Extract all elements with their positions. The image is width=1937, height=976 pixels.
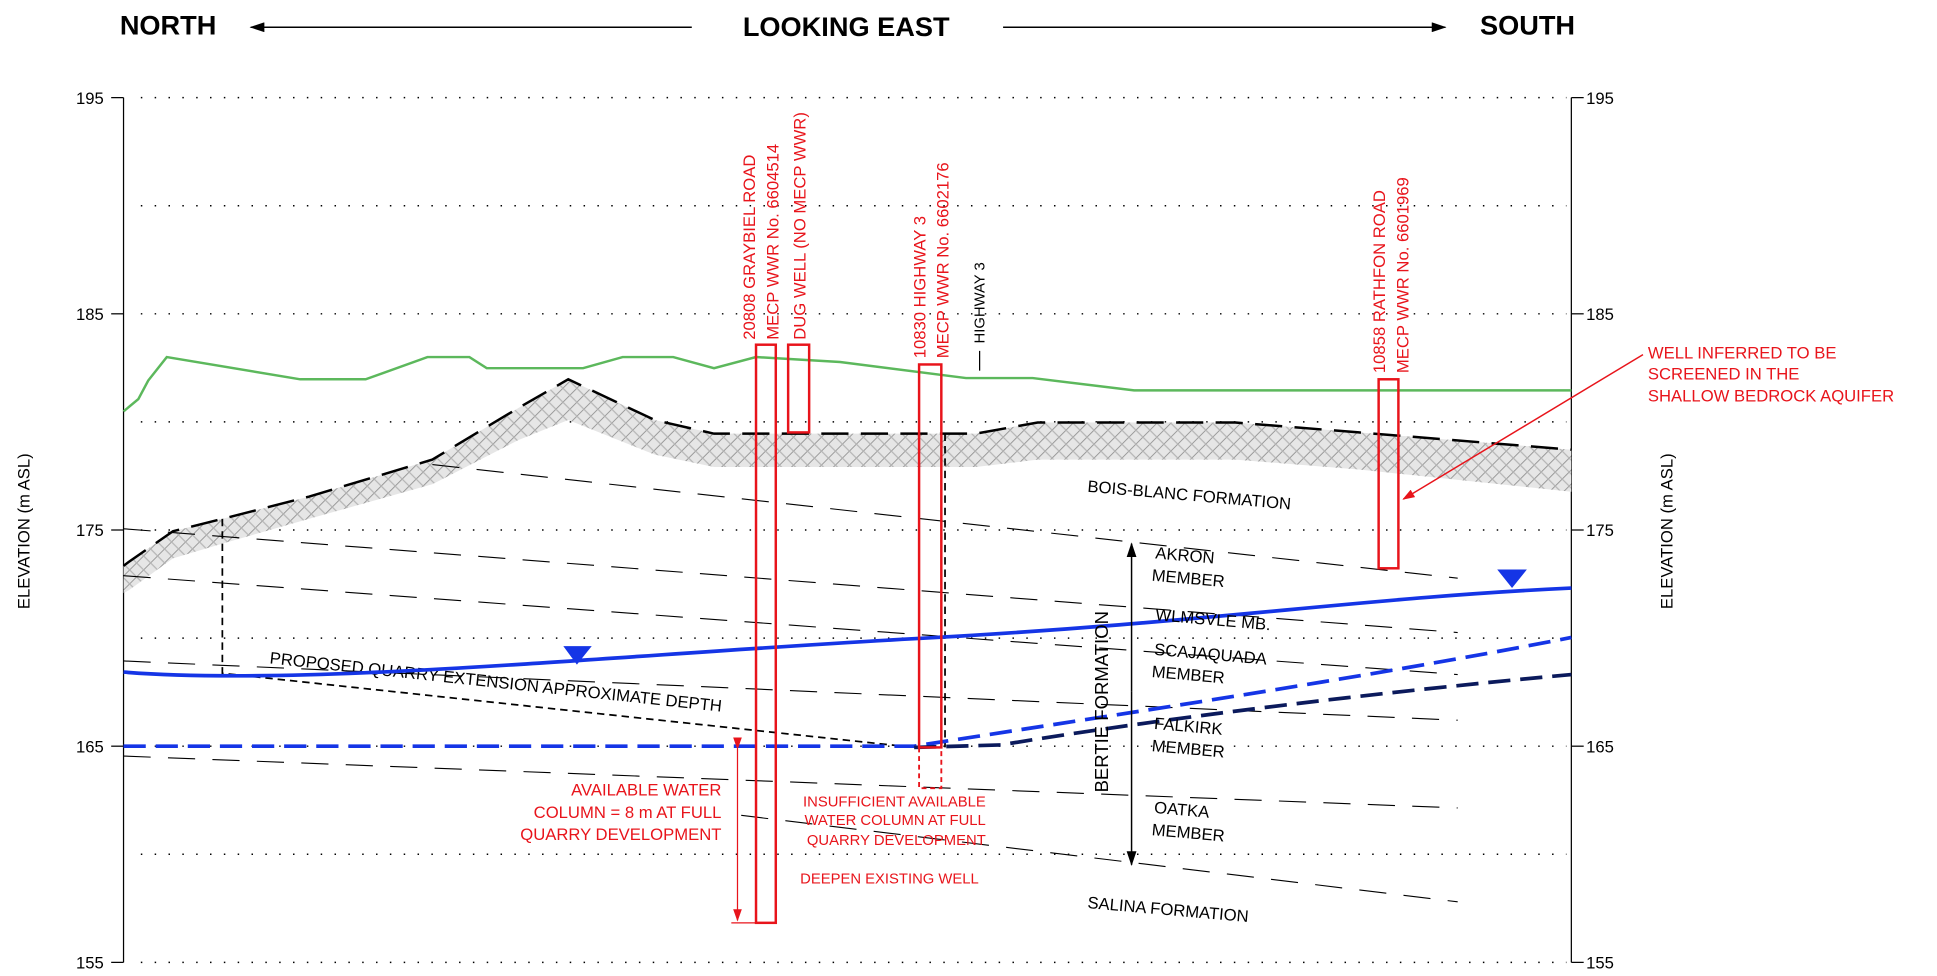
well-label: MECP WWR No. 6604514: [763, 144, 782, 340]
tick-label: 185: [1586, 305, 1614, 324]
tick-label: 185: [76, 305, 104, 324]
tick-label: 155: [1586, 954, 1614, 973]
quarry-extension: [221, 433, 946, 749]
well-label: 10858 RATHFON ROAD: [1370, 190, 1389, 373]
header-south: SOUTH: [1480, 10, 1575, 41]
well-label: 10830 HIGHWAY 3: [910, 216, 929, 358]
right-axis-title: ELEVATION (m ASL): [1658, 453, 1677, 609]
ticks: 195 195 185 185 175 175 165 165 155 155: [76, 89, 1614, 973]
formation-label: AKRON: [1155, 543, 1216, 567]
well-label: MECP WWR No. 6601969: [1393, 177, 1412, 373]
tick-label: 175: [76, 521, 104, 540]
well-rathfon: [1377, 378, 1400, 570]
water-level-symbol: [563, 646, 592, 665]
tick-label: 165: [1586, 737, 1614, 756]
header-north: NORTH: [120, 10, 217, 41]
formation-label: BOIS-BLANC FORMATION: [1087, 477, 1292, 514]
weathered-bedrock: [123, 379, 1572, 594]
formation-label: FALKIRK: [1153, 714, 1223, 739]
road-label: HIGHWAY 3: [973, 262, 989, 343]
annotation: COLUMN = 8 m AT FULL: [534, 803, 722, 822]
well-label: MECP WWR No. 6602176: [934, 162, 953, 358]
well-dug: [786, 343, 811, 434]
annotation: SHALLOW BEDROCK AQUIFER: [1648, 387, 1894, 406]
tick-label: 195: [76, 89, 104, 108]
formation-label: MEMBER: [1151, 820, 1225, 845]
well-label: DUG WELL (NO MECP WWR): [790, 112, 809, 340]
tick-label: 155: [76, 954, 104, 973]
quarry-depth-label: PROPOSED QUARRY EXTENSION APPROXIMATE DE…: [269, 649, 723, 716]
well-graybiel: [754, 343, 778, 925]
contact-line: [741, 814, 1458, 903]
future-water-level: [123, 635, 1572, 749]
formation-label: WLMSVLE MB.: [1155, 605, 1272, 634]
tick-label: 165: [76, 737, 104, 756]
annotation-arrow: [1402, 353, 1644, 500]
tick-label: 175: [1586, 521, 1614, 540]
formation-label: SALINA FORMATION: [1087, 893, 1250, 926]
contact-line: [123, 575, 1458, 676]
contact-line: [123, 755, 1458, 809]
annotation: WATER COLUMN AT FULL: [804, 813, 985, 829]
formation-label: OATKA: [1153, 798, 1211, 822]
ground-surface: [122, 355, 1572, 413]
formation-label: MEMBER: [1151, 662, 1225, 687]
left-axis-title: ELEVATION (m ASL): [15, 453, 34, 609]
annotation: AVAILABLE WATER: [571, 781, 721, 800]
formation-label: MEMBER: [1151, 566, 1225, 591]
annotation: INSUFFICIENT AVAILABLE: [803, 795, 986, 811]
formation-label: MEMBER: [1151, 736, 1225, 761]
water-level-symbol: [1497, 569, 1527, 589]
annotation: QUARRY DEVELOPMENT: [807, 833, 986, 849]
quarry-floor-level: [914, 672, 1572, 750]
well-label: 20808 GRAYBIEL ROAD: [740, 155, 759, 340]
water-table: [123, 586, 1572, 678]
bedrock-surface: [122, 377, 1572, 567]
header-center: LOOKING EAST: [743, 11, 950, 42]
annotation: WELL INFERRED TO BE: [1648, 343, 1837, 362]
annotation: QUARRY DEVELOPMENT: [520, 825, 721, 844]
annotation: SCREENED IN THE: [1648, 364, 1799, 383]
annotation: DEEPEN EXISTING WELL: [800, 871, 979, 887]
well-highway-deepen: [918, 746, 943, 790]
tick-label: 195: [1586, 89, 1614, 108]
formation-label: BERTIE FORMATION: [1091, 611, 1112, 792]
